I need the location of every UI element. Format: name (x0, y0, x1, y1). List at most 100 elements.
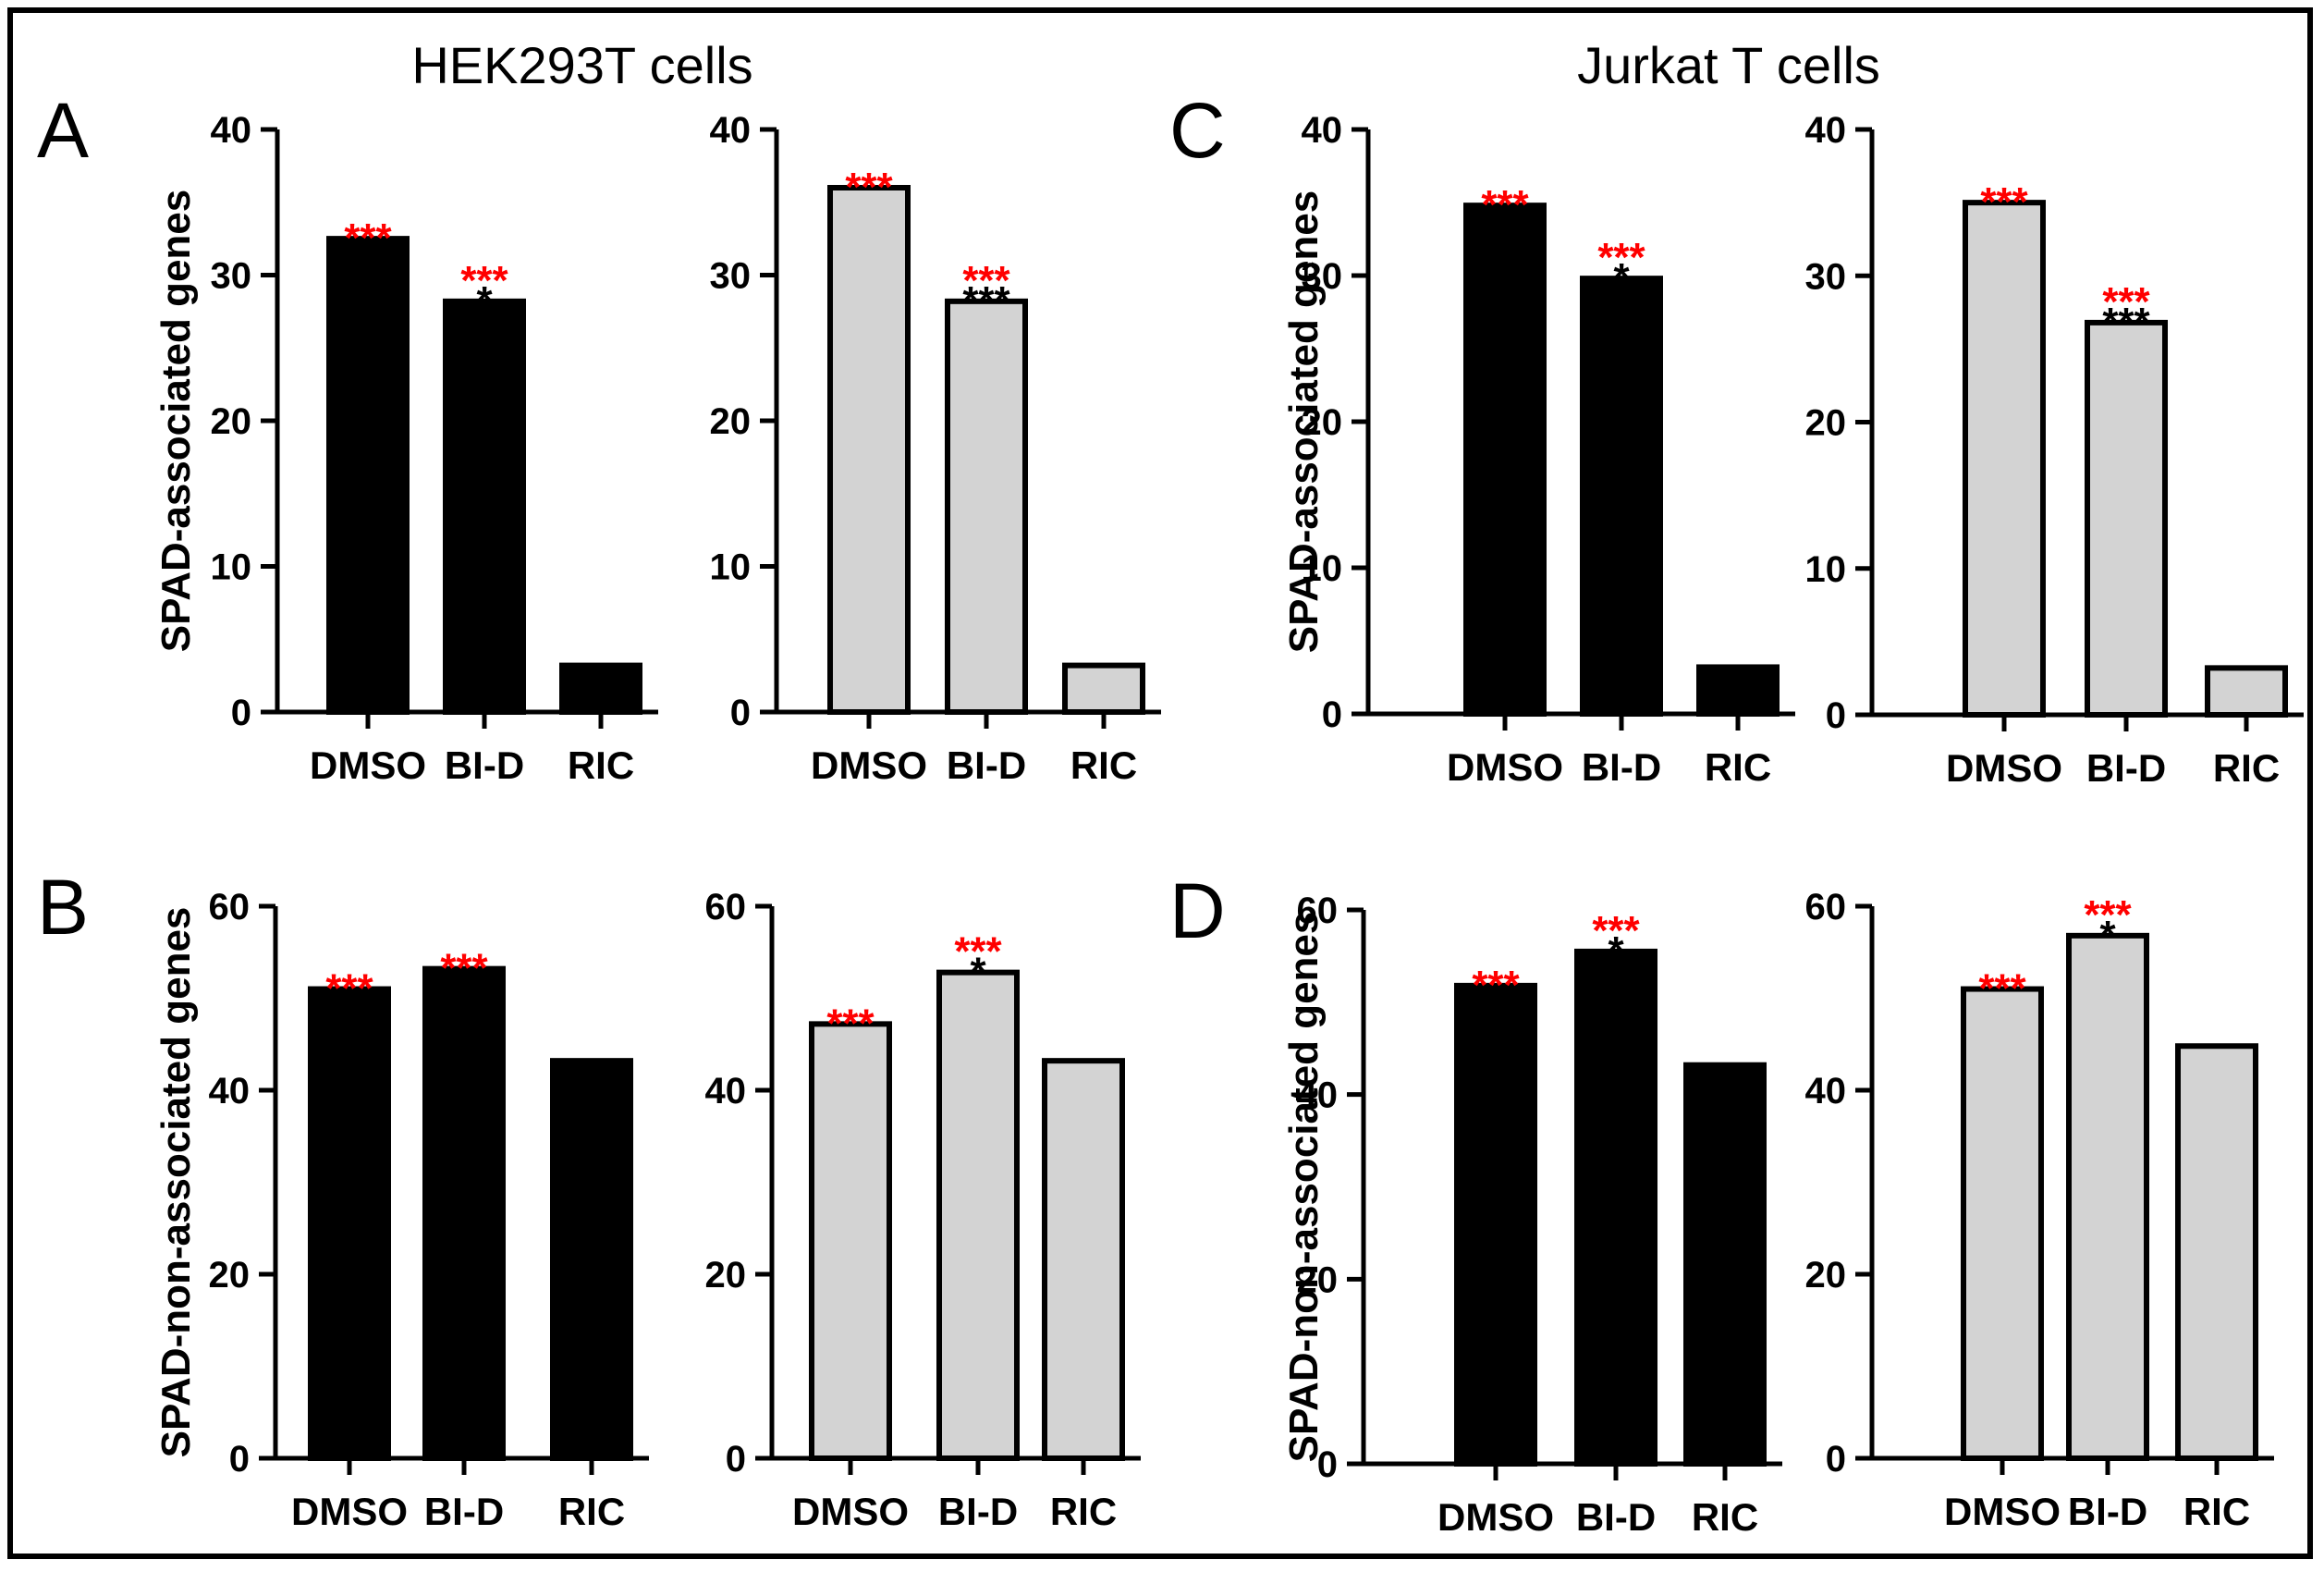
x-tick-label: DMSO (291, 1490, 408, 1533)
significance-red-star: *** (344, 215, 392, 261)
significance-black-star: * (476, 278, 493, 324)
bar-dmso (827, 185, 911, 715)
bar-bid (945, 298, 1028, 715)
bar-ric (2175, 1043, 2258, 1461)
significance-red-star: *** (440, 946, 488, 991)
x-tick-label: BI-D (1582, 745, 1661, 789)
y-tick-label: 20 (1805, 403, 1847, 444)
bar-dmso (809, 1021, 892, 1461)
significance-red-star: *** (826, 1001, 875, 1046)
y-tick-label: 40 (209, 1071, 251, 1111)
y-tick-label: 10 (710, 547, 752, 588)
significance-red-star: *** (1592, 908, 1640, 953)
x-tick-label: DMSO (1946, 746, 2062, 790)
significance-red-star: *** (460, 258, 508, 303)
x-tick-label: DMSO (1447, 745, 1563, 789)
y-tick-label: 0 (1826, 1439, 1846, 1480)
panel-letter-d: D (1169, 867, 1226, 954)
y-tick-label: 20 (1805, 1255, 1847, 1296)
y-tick-label: 40 (1805, 110, 1847, 151)
figure-frame (7, 7, 2313, 1559)
bar-ric (559, 662, 642, 715)
x-tick-label: RIC (1070, 743, 1137, 787)
y-tick-label: 30 (211, 256, 252, 297)
y-tick-label: 0 (229, 1439, 250, 1480)
x-tick-label: BI-D (424, 1490, 504, 1533)
panel-letter-c: C (1169, 87, 1226, 174)
significance-red-star: *** (1597, 235, 1645, 280)
x-tick-label: RIC (1705, 745, 1771, 789)
y-tick-label: 60 (1297, 890, 1339, 931)
y-tick-label: 20 (1297, 1259, 1339, 1300)
x-tick-label: BI-D (947, 743, 1026, 787)
y-tick-label: 20 (1302, 402, 1343, 443)
y-tick-label: 20 (209, 1255, 251, 1296)
chart-panel-1: A SPAD-associated genes 0 10 20 30 40 DMSO *** BI… (37, 87, 658, 787)
x-tick-label: DMSO (1944, 1490, 2061, 1533)
bar-ric (1042, 1058, 1125, 1462)
panel-letter-a: A (37, 87, 89, 174)
bar-dmso (1963, 200, 2046, 718)
significance-black-star: *** (962, 278, 1010, 324)
y-tick-label: 0 (1322, 694, 1342, 735)
x-tick-label: BI-D (938, 1490, 1018, 1533)
x-tick-label: BI-D (445, 743, 524, 787)
y-axis-label: SPAD-associated genes (1281, 190, 1327, 653)
y-tick-label: 20 (211, 401, 252, 442)
y-tick-label: 40 (710, 110, 752, 151)
significance-red-star: *** (1978, 966, 2026, 1012)
y-tick-label: 10 (1805, 549, 1847, 590)
y-tick-label: 40 (1297, 1075, 1339, 1116)
y-tick-label: 0 (726, 1439, 746, 1480)
significance-black-star: * (1608, 928, 1624, 974)
bar-bid (2085, 319, 2168, 718)
bar-bid (1574, 948, 1657, 1468)
bar-bid (2066, 932, 2149, 1461)
bar-bid (422, 965, 506, 1462)
panel-letter-b: B (37, 864, 89, 951)
x-tick-label: DMSO (811, 743, 927, 787)
y-tick-label: 40 (705, 1071, 747, 1111)
significance-red-star: *** (325, 966, 373, 1012)
x-tick-label: BI-D (2086, 746, 2166, 790)
bar-ric (1696, 664, 1780, 718)
x-tick-label: RIC (2183, 1490, 2250, 1533)
bar-ric (1062, 662, 1145, 715)
significance-red-star: *** (962, 258, 1010, 303)
bar-ric (1683, 1062, 1767, 1467)
x-tick-label: RIC (1050, 1490, 1117, 1533)
x-tick-label: DMSO (792, 1490, 909, 1533)
bar-dmso (1463, 203, 1547, 718)
y-tick-label: 60 (705, 887, 747, 927)
y-tick-label: 20 (710, 401, 752, 442)
x-tick-label: DMSO (310, 743, 426, 787)
y-tick-label: 10 (211, 547, 252, 588)
y-tick-label: 30 (1805, 256, 1847, 297)
x-tick-label: RIC (1692, 1495, 1758, 1539)
y-axis-label: SPAD-non-associated genes (1281, 912, 1327, 1463)
y-tick-label: 30 (1302, 256, 1343, 297)
y-tick-label: 0 (1826, 695, 1846, 736)
significance-black-star: * (1613, 255, 1630, 301)
chart-panel-5: B SPAD-non-associated genes 0 20 40 60 DMSO ***… (37, 864, 649, 1533)
y-tick-label: 0 (1317, 1444, 1338, 1485)
bar-bid (443, 298, 526, 715)
significance-red-star: *** (1481, 182, 1529, 227)
y-tick-label: 0 (730, 693, 751, 733)
y-tick-label: 40 (1302, 110, 1343, 151)
significance-red-star: *** (954, 929, 1002, 975)
bar-dmso (326, 236, 410, 715)
significance-red-star: *** (1472, 963, 1520, 1008)
x-tick-label: RIC (558, 1490, 625, 1533)
bar-bid (1580, 276, 1663, 717)
bar-ric (2205, 665, 2288, 718)
y-tick-label: 40 (1805, 1071, 1847, 1111)
significance-red-star: *** (845, 165, 893, 210)
y-axis-label: SPAD-non-associated genes (153, 907, 199, 1458)
x-tick-label: DMSO (1437, 1495, 1554, 1539)
x-tick-label: RIC (568, 743, 634, 787)
